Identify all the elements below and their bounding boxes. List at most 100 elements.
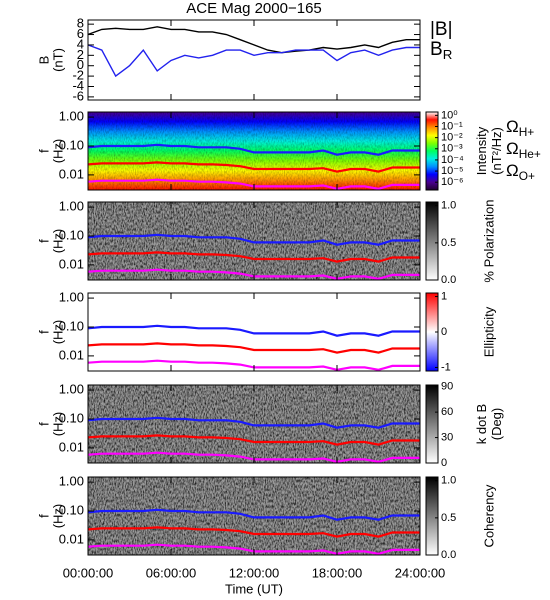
y-tick-label: 1.00: [59, 109, 84, 124]
colorbar-tick-label: 90: [441, 381, 453, 393]
x-tick-label: 12:00:00: [229, 565, 280, 580]
gyrofrequency-line: [88, 324, 420, 337]
colorbar-tick-label: 0.5: [441, 237, 456, 249]
colorbar-tick-label: -1: [441, 361, 451, 373]
y-axis-label: (Hz): [50, 504, 65, 529]
colorbar-tick-label: 10⁻¹: [441, 120, 463, 132]
legend-label: BR: [430, 39, 452, 62]
plot-area: [88, 293, 420, 371]
x-tick-label: 00:00:00: [63, 565, 114, 580]
y-tick-label: 0.01: [59, 166, 84, 181]
x-tick-label: 18:00:00: [312, 565, 363, 580]
colorbar-label: Coherency: [481, 484, 496, 547]
y-tick-label: 1.00: [59, 474, 84, 489]
x-tick-label: 24:00:00: [395, 565, 446, 580]
y-axis-label: f: [36, 514, 51, 518]
y-tick-label: 0.10: [59, 318, 84, 333]
y-tick-label: 4: [77, 36, 84, 51]
y-tick-label: 1.00: [59, 199, 84, 214]
spectrogram-texture: [88, 112, 420, 190]
colorbar-tick-label: 0: [441, 457, 447, 469]
y-tick-label: 0: [77, 57, 84, 72]
gyrofrequency-line: [88, 434, 420, 446]
y-axis-label: f: [36, 422, 51, 426]
spectrogram-texture: [88, 202, 420, 280]
line: [88, 44, 420, 78]
colorbar-tick-label: 60: [441, 406, 453, 418]
colorbar-tick-label: 1: [441, 290, 447, 302]
y-axis-label: (Hz): [50, 229, 65, 254]
colorbar-tick-label: 0.0: [441, 549, 456, 561]
colorbar-tick-label: 10⁰: [441, 109, 458, 121]
colorbar-label: (Deg): [489, 408, 504, 441]
colorbar-tick-label: 10⁻⁶: [441, 176, 464, 188]
plot-area: [88, 112, 420, 190]
y-axis-label: (nT): [50, 48, 65, 72]
colorbar-tick-label: 30: [441, 431, 453, 443]
colorbar-label: (nT²/Hz): [489, 127, 504, 175]
y-axis-label: f: [36, 330, 51, 334]
colorbar-label: Ellipticity: [481, 306, 496, 357]
y-tick-label: 6: [77, 26, 84, 41]
gyrofrequency-line: [88, 416, 420, 429]
y-tick-label: 2: [77, 47, 84, 62]
colorbar: [425, 111, 439, 191]
gyrofrequency-line: [88, 342, 420, 354]
colorbar-tick-label: 10⁻²: [441, 132, 463, 144]
colorbar-tick-label: 0.0: [441, 274, 456, 286]
colorbar-tick-label: 10⁻⁴: [441, 154, 464, 166]
spectrogram-texture: [88, 477, 420, 555]
y-tick-label: 0.01: [59, 347, 84, 362]
colorbar-tick-label: 10⁻⁵: [441, 165, 464, 177]
y-tick-label: 0.10: [59, 227, 84, 242]
colorbar-label: % Polarization: [481, 199, 496, 282]
colorbar: [425, 476, 439, 556]
plot-area: [88, 385, 420, 463]
y-tick-label: 0.10: [59, 410, 84, 425]
y-tick-label: -4: [72, 78, 84, 93]
y-axis-label: (Hz): [50, 320, 65, 345]
y-tick-label: 8: [77, 16, 84, 31]
y-tick-label: 0.01: [59, 256, 84, 271]
y-tick-label: -6: [72, 88, 84, 103]
y-tick-label: 1.00: [59, 290, 84, 305]
y-tick-label: 1.00: [59, 382, 84, 397]
x-tick-label: 06:00:00: [146, 565, 197, 580]
y-axis-label: B: [36, 56, 51, 65]
y-tick-label: -2: [72, 68, 84, 83]
plot-area: [88, 202, 420, 280]
gyrofrequency-line: [88, 526, 420, 538]
colorbar-tick-label: 10⁻³: [441, 143, 463, 155]
y-axis-label: (Hz): [50, 412, 65, 437]
chart-title: ACE Mag 2000−165: [186, 0, 322, 17]
colorbar-tick-label: 0: [441, 326, 447, 338]
colorbar-tick-label: 1.0: [441, 475, 456, 487]
plot-area: [88, 26, 420, 78]
gyrofrequency-line: [88, 251, 420, 263]
legend-label: ΩHe+: [506, 139, 541, 161]
y-axis-label: f: [36, 149, 51, 153]
colorbar: [425, 201, 439, 281]
legend-label: ΩO+: [506, 161, 535, 183]
legend-label: |B|: [430, 19, 453, 40]
y-tick-label: 0.01: [59, 531, 84, 546]
colorbar: [425, 384, 439, 464]
spectrogram-texture: [88, 385, 420, 463]
gyrofrequency-line: [88, 233, 420, 246]
y-axis-label: (Hz): [50, 139, 65, 164]
colorbar-tick-label: 0.5: [441, 512, 456, 524]
gyrofrequency-line: [88, 508, 420, 521]
axis-frame: [87, 19, 421, 101]
gyrofrequency-line: [88, 143, 420, 156]
colorbar-label: k dot B: [474, 404, 489, 444]
legend-label: ΩH+: [506, 117, 534, 139]
y-axis-label: f: [36, 239, 51, 243]
colorbar-label: Intensity: [474, 126, 489, 175]
y-tick-label: 0.01: [59, 439, 84, 454]
y-tick-label: 0.10: [59, 502, 84, 517]
line: [88, 26, 420, 54]
x-axis-label: Time (UT): [225, 581, 283, 596]
gyrofrequency-line: [88, 161, 420, 173]
